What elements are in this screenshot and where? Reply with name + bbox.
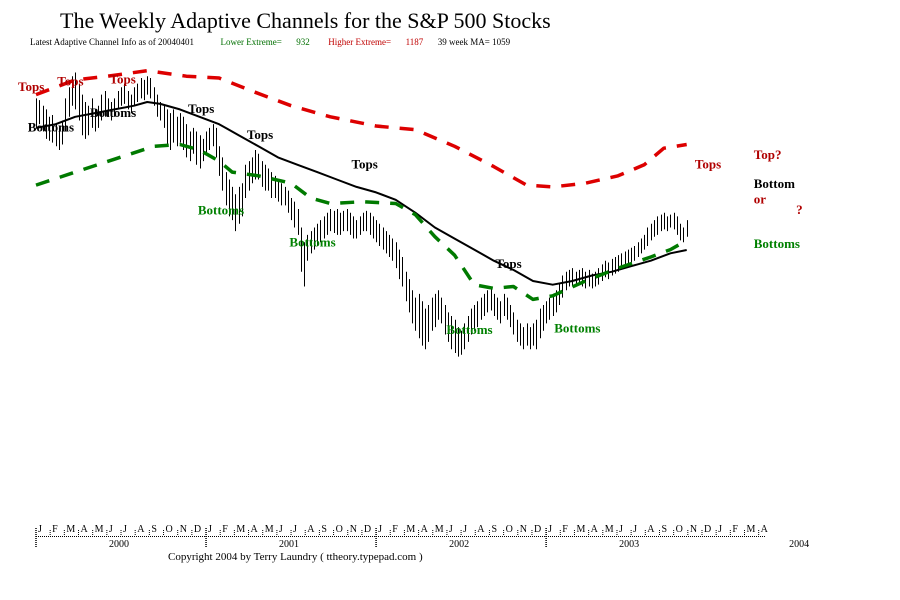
month-label: J [123,524,127,535]
moving-average-line [35,101,687,286]
month-label: F [52,524,58,535]
month-label: A [477,524,485,535]
month-label: D [534,524,541,535]
month-label: J [633,524,637,535]
month-label: M [576,524,585,535]
month-label: A [421,524,429,535]
month-label: A [307,524,315,535]
annotation-label: Tops [495,256,521,271]
month-label: M [747,524,756,535]
annotation-label: Tops [188,101,214,116]
annotation-label: Top? [754,147,782,162]
month-label: J [548,524,552,535]
annotation-label: Tops [247,127,273,142]
month-label: A [137,524,145,535]
month-label: N [350,524,357,535]
lower-extreme-label: Lower Extreme= [220,37,282,47]
month-label: O [166,524,173,535]
month-label: N [690,524,697,535]
annotation-label: or [754,192,767,207]
month-label: O [506,524,513,535]
month-label: J [109,524,113,535]
month-label: A [761,524,769,535]
month-label: J [463,524,467,535]
annotation-label: Bottom [754,176,795,191]
channel-info: Latest Adaptive Channel Info as of 20040… [30,37,510,48]
ma-label: 39 week MA= [437,37,490,47]
annotations: Tops Tops Tops Bottoms Bottoms Tops Tops Tops To… [18,72,803,337]
month-label: S [491,524,497,535]
annotation-label: Tops [18,79,44,94]
annotation-label: Bottoms [289,235,335,250]
month-label: D [364,524,371,535]
annotation-label: Tops [57,73,83,88]
annotation-label: Bottoms [446,322,492,337]
month-label: J [449,524,453,535]
month-label: J [718,524,722,535]
month-label: M [236,524,245,535]
month-label: M [435,524,444,535]
month-label: J [279,524,283,535]
year-label: 2003 [619,539,639,550]
higher-extreme-value: 1187 [405,37,424,47]
info-label: Latest Adaptive Channel Info as of 20040… [30,37,194,47]
month-label: N [520,524,527,535]
ma-value: 1059 [492,37,511,47]
month-label: S [151,524,157,535]
higher-extreme-label: Higher Extreme= [328,37,392,47]
annotation-label: Bottoms [754,236,800,251]
annotation-label: Tops [352,156,378,171]
month-label: J [208,524,212,535]
month-label: F [562,524,568,535]
annotation-label: Bottoms [90,105,136,120]
annotation-label: Tops [110,72,136,87]
month-label: A [647,524,655,535]
month-label: O [336,524,343,535]
month-label: J [293,524,297,535]
month-label: J [378,524,382,535]
annotation-label: Bottoms [28,120,74,135]
lower-channel-line [35,142,688,302]
month-label: A [81,524,89,535]
month-label: D [704,524,711,535]
month-label: D [194,524,201,535]
upper-channel-line [35,68,687,189]
month-label: O [676,524,683,535]
month-label: S [661,524,667,535]
month-label: F [222,524,228,535]
month-label: A [591,524,599,535]
month-label: A [251,524,259,535]
year-label: 2001 [279,539,299,550]
month-label: M [66,524,75,535]
month-label: M [95,524,104,535]
month-label: F [732,524,738,535]
year-label: 2000 [109,539,129,550]
month-label: J [619,524,623,535]
chart-title: The Weekly Adaptive Channels for the S&P… [60,8,551,33]
annotation-label: Bottoms [554,321,600,336]
copyright-text: Copyright 2004 by Terry Laundry ( ttheor… [168,551,423,563]
month-label: M [605,524,614,535]
annotation-label: Tops [695,156,721,171]
annotation-label: ? [796,202,803,217]
channel-lines [35,68,688,302]
month-label: F [392,524,398,535]
annotation-label: Bottoms [198,203,244,218]
month-label: M [265,524,274,535]
lower-extreme-value: 932 [296,37,310,47]
month-label: M [406,524,415,535]
year-label: 2002 [449,539,469,550]
month-label: S [321,524,327,535]
month-label: J [38,524,42,535]
year-label: 2004 [789,539,809,550]
month-label: N [180,524,187,535]
